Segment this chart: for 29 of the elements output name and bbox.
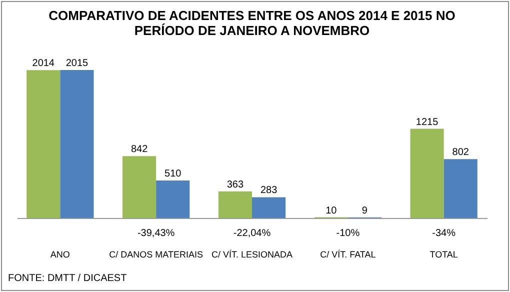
x-tick-label: ANO — [50, 250, 70, 260]
chart-title: COMPARATIVO DE ACIDENTES ENTRE OS ANOS 2014 E 2015 NO PERÍODO DE JANEIRO A NOVEMBRO — [48, 8, 456, 38]
bar — [60, 70, 94, 218]
text: -34% — [432, 228, 456, 239]
bar — [410, 128, 444, 218]
data-label: 842 — [130, 144, 148, 156]
data-label: 9 — [362, 205, 368, 216]
x-tick-label: TOTAL — [430, 250, 458, 260]
data-label: 1215 — [416, 116, 439, 128]
bar — [252, 197, 286, 218]
text: -22,04% — [233, 228, 271, 239]
data-label: 283 — [260, 185, 278, 196]
text: -39,43% — [137, 228, 175, 239]
data-label: 2014 — [32, 58, 55, 70]
data-label: 10 — [326, 205, 338, 216]
bar — [444, 159, 478, 218]
bar — [156, 180, 190, 218]
source-note: FONTE: DMTT / DICAEST — [8, 273, 127, 284]
bar — [122, 156, 156, 218]
x-tick-label: C/ DANOS MATERIAIS — [109, 250, 204, 260]
bar — [218, 191, 252, 218]
data-label: 802 — [452, 147, 470, 158]
text: -10% — [336, 228, 360, 239]
x-tick-label: C/ VÍT. FATAL — [320, 250, 376, 260]
x-tick-label: C/ VÍT. LESIONADA — [211, 250, 293, 260]
data-label: 510 — [164, 168, 182, 180]
bar — [26, 70, 60, 218]
data-label: 2015 — [66, 58, 89, 69]
data-label: 363 — [226, 179, 244, 190]
